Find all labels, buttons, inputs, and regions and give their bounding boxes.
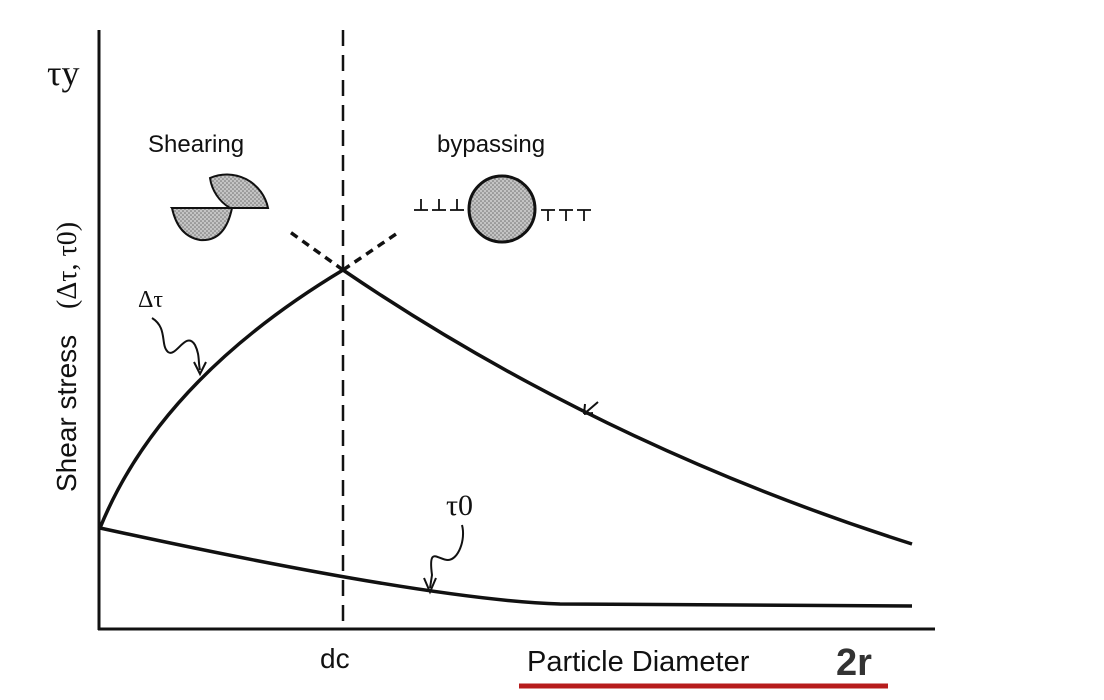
shearing-extension-dashed [288,230,345,272]
x-axis-suffix: 2r [836,642,872,684]
delta-tau-pointer [151,317,201,371]
delta-tau-label: Δτ [138,287,163,313]
tau0-curve [99,526,913,608]
delta-tau-curve [98,268,913,546]
delta-tau-pointer-arrowhead [193,361,207,377]
sheared-particle-icon [169,173,270,242]
critical-diameter-label: dc [320,643,350,674]
tau0-pointer-arrowhead [423,577,437,595]
bypass-curve-arrow [583,401,599,415]
region-shearing-label: Shearing [148,131,244,158]
y-axis-label-main: Shear stress [51,335,82,492]
bypassing-extension-dashed [342,232,397,272]
x-axis-label: Particle Diameter [527,646,750,678]
y-axis-label: Shear stress (Δτ, τ0) [51,222,83,492]
y-top-symbol: τy [47,53,79,93]
bypassed-particle-icon [414,174,591,244]
region-bypassing-label: bypassing [437,131,545,158]
y-axis-label-sub: (Δτ, τ0) [52,222,83,309]
dislocation-symbols-right [541,209,591,221]
tau0-pointer [429,524,464,589]
tau0-label: τ0 [446,489,473,522]
dislocation-symbols-left [414,199,464,211]
